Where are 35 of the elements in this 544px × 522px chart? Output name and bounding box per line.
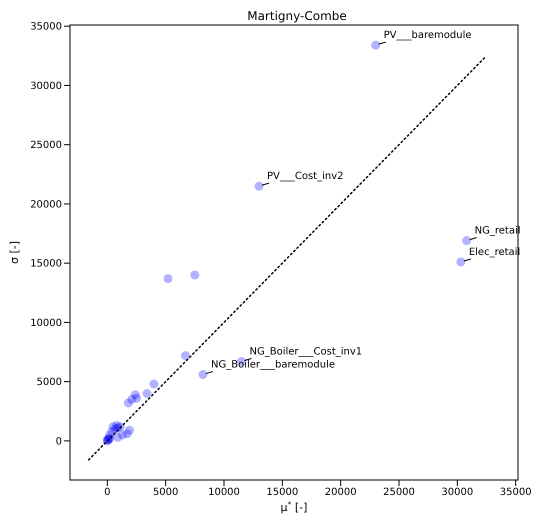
x-tick-label: 5000 <box>152 487 178 498</box>
x-axis-title: μ$^{*}$ [-] <box>280 500 308 514</box>
point <box>254 182 264 191</box>
point <box>164 274 172 284</box>
point <box>142 389 152 398</box>
y-tick-label: 35000 <box>30 22 62 33</box>
x-tick-label: 20000 <box>324 487 357 498</box>
point <box>462 236 472 246</box>
x-tick-label: 35000 <box>500 487 532 498</box>
point <box>124 398 133 408</box>
x-tick-label: 15000 <box>266 487 298 498</box>
y-tick-label: 25000 <box>30 140 62 152</box>
annotation: PV___Cost_inv2 <box>267 171 344 182</box>
x-tick-label: 10000 <box>208 487 240 498</box>
x-tick-label: 25000 <box>383 487 415 498</box>
y-tick-label: 5000 <box>36 377 62 388</box>
y-tick-label: 0 <box>56 436 62 448</box>
point <box>198 370 208 380</box>
y-tick-label: 20000 <box>30 199 62 210</box>
point <box>181 351 190 360</box>
point <box>190 270 200 280</box>
point <box>371 40 380 50</box>
annotation: NG_Boiler___baremodule <box>211 360 336 371</box>
annotation: PV___baremodule <box>384 30 472 42</box>
annotation: NG_Boiler___Cost_inv1 <box>250 346 362 358</box>
y-tick-label: 30000 <box>30 80 62 92</box>
x-tick-label: 30000 <box>441 487 474 498</box>
point <box>113 432 122 442</box>
y-tick-label: 10000 <box>30 318 62 329</box>
point <box>150 380 158 389</box>
x-tick-label: 0 <box>104 487 111 498</box>
chart-title: Martigny-Combe <box>246 8 348 24</box>
point <box>456 257 466 266</box>
y-axis-title: σ [-] <box>8 240 21 264</box>
y-tick-label: 15000 <box>30 258 62 270</box>
